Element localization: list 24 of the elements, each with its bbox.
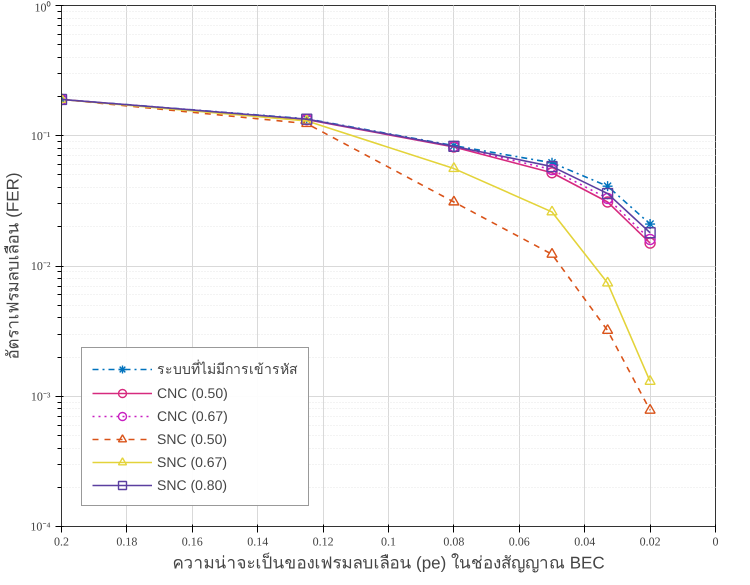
x-tick-label: 0.1 <box>381 534 396 548</box>
legend-label: SNC (0.80) <box>157 477 228 493</box>
x-tick-label: 0 <box>712 534 718 548</box>
y-tick-label: 10⁰ <box>34 0 50 14</box>
y-tick-label: 10⁻³ <box>30 389 51 404</box>
x-tick-label: 0.08 <box>443 534 464 548</box>
x-tick-label: 0.14 <box>247 534 268 548</box>
legend-label: ระบบที่ไม่มีการเข้ารหัส <box>157 358 298 379</box>
legend-label: SNC (0.67) <box>157 454 228 470</box>
x-tick-label: 0.12 <box>312 534 334 548</box>
legend-label: CNC (0.67) <box>157 408 228 424</box>
legend-label: SNC (0.50) <box>157 431 228 447</box>
x-tick-label: 0.06 <box>508 534 530 548</box>
x-tick-label: 0.16 <box>182 534 203 548</box>
y-tick-label: 10⁻² <box>30 259 51 273</box>
x-tick-label: 0.18 <box>116 534 138 548</box>
y-axis-title: อัตราเฟรมลบเลือน (FER) <box>3 172 22 360</box>
x-axis-title: ความน่าจะเป็นของเฟรมลบเลือน (pe) ในช่องสัญญาณ BEC <box>172 552 605 572</box>
y-tick-label: 10⁻⁴ <box>30 520 51 534</box>
x-tick-label: 0.02 <box>640 534 661 548</box>
x-tick-label: 0.2 <box>54 534 69 548</box>
x-tick-label: 0.04 <box>574 534 596 548</box>
y-tick-label: 10⁻¹ <box>30 128 51 143</box>
legend-label: CNC (0.50) <box>157 385 228 401</box>
